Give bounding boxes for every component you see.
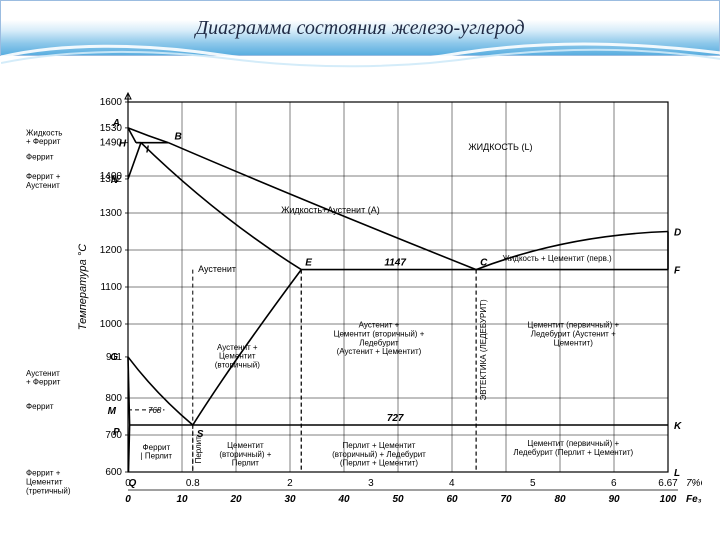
- svg-text:Аустенит +Цементит(вторичный): Аустенит +Цементит(вторичный): [215, 343, 260, 370]
- svg-text:F: F: [674, 266, 681, 277]
- svg-text:Жидкость + Цементит (перв.): Жидкость + Цементит (перв.): [502, 254, 612, 263]
- phase-diagram: 6007008009111000110012001300139214001490…: [18, 92, 702, 522]
- svg-text:30: 30: [284, 494, 296, 505]
- svg-text:60: 60: [446, 494, 458, 505]
- svg-text:727: 727: [387, 413, 404, 424]
- svg-text:800: 800: [105, 393, 122, 404]
- svg-text:Цементит (первичный) +Ледебури: Цементит (первичный) +Ледебурит (Аустени…: [527, 321, 619, 348]
- svg-text:I: I: [146, 145, 149, 156]
- svg-text:Перлит: Перлит: [194, 436, 203, 464]
- svg-text:M: M: [108, 406, 117, 417]
- svg-text:N: N: [111, 175, 119, 186]
- svg-text:1200: 1200: [100, 245, 123, 256]
- svg-text:70: 70: [500, 494, 512, 505]
- svg-text:K: K: [674, 421, 682, 432]
- svg-text:40: 40: [337, 494, 350, 505]
- title-wave-decoration: [1, 39, 720, 69]
- svg-text:6: 6: [611, 478, 617, 489]
- svg-text:1100: 1100: [100, 282, 122, 293]
- svg-text:Q: Q: [128, 478, 136, 489]
- svg-text:80: 80: [554, 494, 566, 505]
- svg-text:Аустенит+ Феррит: Аустенит+ Феррит: [26, 369, 61, 387]
- svg-text:10: 10: [176, 494, 188, 505]
- svg-text:768: 768: [148, 406, 162, 415]
- svg-text:0.8: 0.8: [186, 478, 200, 489]
- svg-text:0: 0: [125, 494, 131, 505]
- svg-text:Феррит: Феррит: [26, 152, 54, 161]
- svg-text:ЖИДКОСТЬ (L): ЖИДКОСТЬ (L): [468, 142, 532, 152]
- title-bar: Диаграмма состояния железо-углерод: [0, 0, 720, 56]
- svg-text:G: G: [110, 352, 118, 363]
- svg-text:Цементит (первичный) +Ледебури: Цементит (первичный) +Ледебурит (Перлит …: [513, 439, 633, 457]
- svg-text:C: C: [480, 258, 488, 269]
- svg-text:600: 600: [105, 467, 122, 478]
- svg-text:Аустенит +Цементит (вторичный): Аустенит +Цементит (вторичный) +Ледебури…: [334, 321, 425, 356]
- svg-text:B: B: [174, 132, 181, 143]
- svg-text:5: 5: [530, 478, 536, 489]
- svg-text:E: E: [305, 258, 312, 269]
- svg-text:A: A: [112, 118, 120, 129]
- svg-text:2: 2: [287, 478, 293, 489]
- diagram-svg: 6007008009111000110012001300139214001490…: [18, 92, 702, 522]
- svg-text:100: 100: [660, 494, 677, 505]
- svg-text:Температура °C: Температура °C: [77, 244, 89, 330]
- svg-text:Перлит + Цементит(вторичный) +: Перлит + Цементит(вторичный) + Ледебурит…: [332, 441, 426, 468]
- svg-text:Цементит(вторичный) +Перлит: Цементит(вторичный) +Перлит: [219, 441, 271, 468]
- svg-text:L: L: [674, 468, 680, 479]
- svg-text:90: 90: [608, 494, 620, 505]
- svg-text:50: 50: [392, 494, 404, 505]
- svg-text:ЭВТЕКТИКА (ЛЕДЕБУРИТ): ЭВТЕКТИКА (ЛЕДЕБУРИТ): [479, 299, 488, 400]
- svg-text:Жидкость+ Феррит: Жидкость+ Феррит: [26, 128, 62, 146]
- page-title: Диаграмма состояния железо-углерод: [195, 17, 524, 40]
- svg-text:Феррит +Аустенит: Феррит +Аустенит: [26, 172, 61, 190]
- svg-text:Феррит +Цементит(третичный): Феррит +Цементит(третичный): [26, 469, 71, 496]
- svg-text:P: P: [113, 427, 120, 438]
- svg-text:D: D: [674, 228, 681, 239]
- svg-text:6.67: 6.67: [658, 478, 678, 489]
- svg-text:Аустенит: Аустенит: [198, 264, 236, 274]
- svg-text:Феррит| Перлит: Феррит| Перлит: [141, 443, 173, 461]
- svg-text:4: 4: [449, 478, 455, 489]
- svg-text:Феррит: Феррит: [26, 402, 54, 411]
- svg-text:7%C: 7%C: [686, 478, 702, 489]
- svg-text:1600: 1600: [100, 97, 123, 108]
- svg-text:20: 20: [229, 494, 242, 505]
- svg-text:1147: 1147: [384, 258, 406, 269]
- svg-text:Fe₃C: Fe₃C: [686, 494, 702, 505]
- svg-text:Жидкость+Аустенит (A): Жидкость+Аустенит (A): [281, 205, 380, 215]
- svg-text:1300: 1300: [100, 208, 123, 219]
- svg-text:3: 3: [368, 478, 374, 489]
- svg-text:H: H: [119, 139, 127, 150]
- svg-text:1000: 1000: [100, 319, 123, 330]
